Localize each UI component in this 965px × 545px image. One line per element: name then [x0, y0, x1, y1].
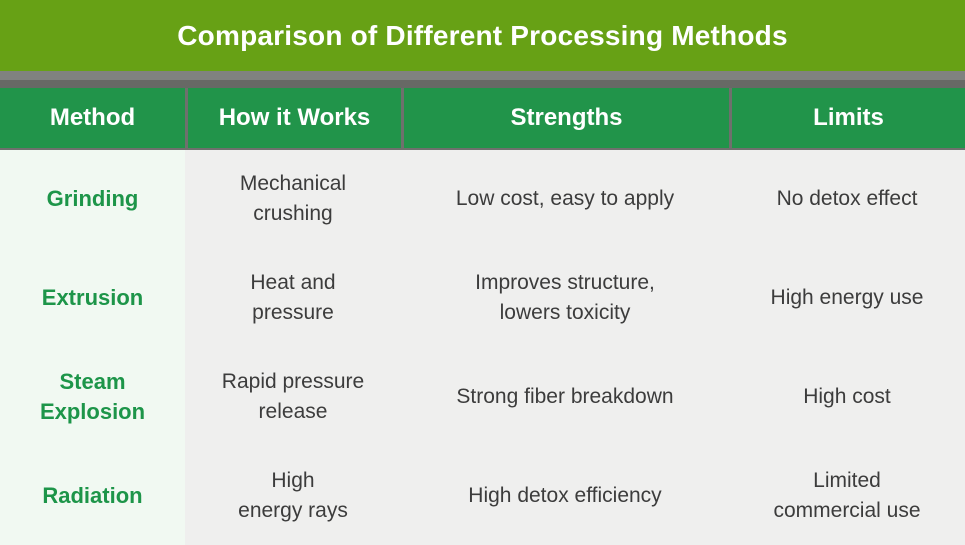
divider-strip-dark [0, 80, 965, 88]
limits-cell: Limited commercial use [729, 446, 965, 545]
method-cell: Grinding [0, 150, 185, 249]
method-cell: Steam Explosion [0, 347, 185, 447]
table-header-row: Method How it Works Strengths Limits [0, 88, 965, 150]
how-it-works-cell: High energy rays [185, 446, 401, 545]
title-banner: Comparison of Different Processing Metho… [0, 0, 965, 71]
page-title: Comparison of Different Processing Metho… [177, 19, 788, 51]
method-cell: Radiation [0, 446, 185, 545]
strengths-cell: Strong fiber breakdown [401, 347, 729, 447]
limits-cell: No detox effect [729, 150, 965, 249]
table-row-grinding: Grinding Mechanical crushing Low cost, e… [0, 150, 965, 249]
method-cell: Extrusion [0, 248, 185, 348]
table-row-extrusion: Extrusion Heat and pressure Improves str… [0, 248, 965, 348]
limits-cell: High energy use [729, 248, 965, 348]
how-it-works-cell: Heat and pressure [185, 248, 401, 348]
how-it-works-cell: Mechanical crushing [185, 150, 401, 249]
strengths-cell: Low cost, easy to apply [401, 150, 729, 249]
strengths-cell: Improves structure, lowers toxicity [401, 248, 729, 348]
strengths-cell: High detox efficiency [401, 446, 729, 545]
divider-strip-light [0, 71, 965, 80]
how-it-works-cell: Rapid pressure release [185, 347, 401, 447]
table-row-radiation: Radiation High energy rays High detox ef… [0, 446, 965, 545]
table-row-steam-explosion: Steam Explosion Rapid pressure release S… [0, 347, 965, 447]
column-header-how-it-works: How it Works [185, 88, 401, 148]
column-header-strengths: Strengths [401, 88, 729, 148]
column-header-limits: Limits [729, 88, 965, 148]
limits-cell: High cost [729, 347, 965, 447]
table-body: Grinding Mechanical crushing Low cost, e… [0, 150, 965, 545]
column-header-method: Method [0, 88, 185, 148]
